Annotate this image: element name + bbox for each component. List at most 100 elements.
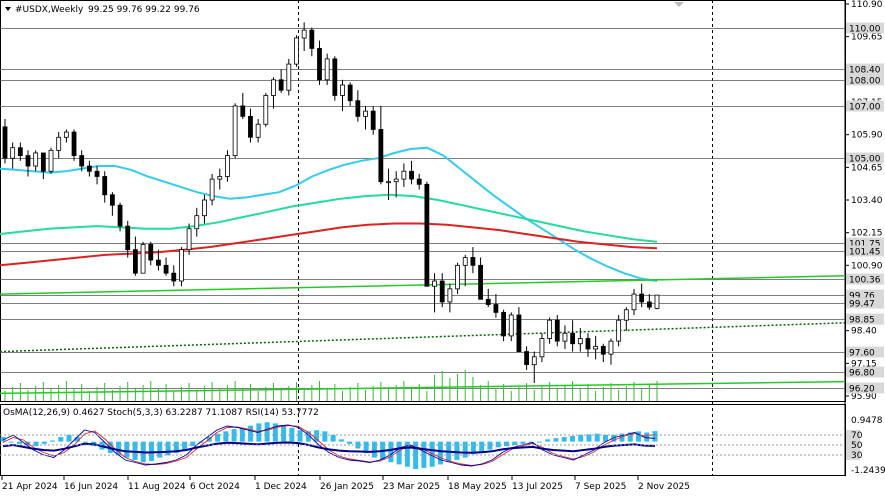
candle-body xyxy=(378,129,384,183)
chart-shift-marker-icon[interactable] xyxy=(674,2,684,7)
osma-bar xyxy=(479,441,485,452)
candle-body xyxy=(132,249,138,274)
price-level-label: 96.80 xyxy=(849,369,875,379)
price-level-label: 97.60 xyxy=(849,349,875,359)
candle-body xyxy=(86,165,92,172)
osma-bar xyxy=(182,441,188,451)
dropdown-triangle-icon[interactable] xyxy=(5,7,11,11)
candle-body xyxy=(447,288,453,303)
osma-bar xyxy=(363,441,369,454)
osma-bar xyxy=(132,441,138,460)
osma-bar xyxy=(124,441,130,458)
osma-bar xyxy=(17,441,23,444)
candle-body xyxy=(186,228,192,251)
osma-bar xyxy=(536,441,542,443)
series-line xyxy=(0,380,846,395)
osma-bar xyxy=(627,432,633,442)
candle-body xyxy=(340,84,345,96)
osma-bar xyxy=(578,434,584,442)
candle-body xyxy=(232,105,238,156)
candle-body xyxy=(255,123,261,138)
osma-bar xyxy=(338,439,344,442)
osma-bar xyxy=(66,434,72,442)
price-tick-label: 110.90 xyxy=(851,0,883,10)
osma-bar xyxy=(272,423,278,442)
candle-body xyxy=(470,257,476,266)
price-level-tag xyxy=(846,382,884,394)
price-tick-label: 98.40 xyxy=(851,327,877,337)
osma-bar xyxy=(297,430,303,442)
candle-body xyxy=(600,345,606,355)
candle-body xyxy=(109,194,115,206)
osma-bar xyxy=(635,431,641,442)
price-level-label: 108.40 xyxy=(849,66,881,76)
price-tick-label: 105.90 xyxy=(851,131,883,141)
osma-bar xyxy=(371,441,377,458)
price-tick-label: 97.15 xyxy=(851,359,877,369)
candle-body xyxy=(347,84,353,102)
osma-bar xyxy=(215,433,221,442)
time-axis: 21 Apr 2024 16 Jun 2024 11 Aug 2024 6 Oct 2… xyxy=(1,476,690,492)
osma-bar xyxy=(231,429,237,442)
moving-averages xyxy=(0,146,846,395)
osma-bar xyxy=(429,441,435,467)
candle-body xyxy=(148,244,154,261)
series-line xyxy=(0,275,846,295)
osma-bar xyxy=(396,441,402,465)
candle-body xyxy=(63,131,69,138)
series-line xyxy=(0,146,658,282)
candle-body xyxy=(309,29,315,49)
candle-body xyxy=(516,314,522,352)
osma-histogram xyxy=(0,422,845,469)
price-level-label: 96.20 xyxy=(849,385,875,395)
time-label: 11 Aug 2024 xyxy=(128,482,186,492)
candle-body xyxy=(646,301,652,308)
price-level-label: 100.36 xyxy=(849,276,881,286)
candle-body xyxy=(439,280,445,303)
osma-bar xyxy=(503,441,509,447)
candle-body xyxy=(2,126,8,159)
osma-bar xyxy=(248,425,254,442)
osma-bar xyxy=(495,441,501,448)
candle-body xyxy=(547,319,553,339)
candle-body xyxy=(117,204,123,227)
time-label: 18 May 2025 xyxy=(448,482,507,492)
price-level-label: 99.76 xyxy=(849,292,875,302)
candle-body xyxy=(94,170,100,177)
price-level-tag xyxy=(846,273,884,285)
osma-bar xyxy=(413,441,419,469)
candlesticks xyxy=(2,22,660,383)
candle-body xyxy=(71,131,77,156)
candle-body xyxy=(163,264,169,274)
candle-body xyxy=(48,149,54,172)
candle-body xyxy=(363,110,368,117)
osma-bar xyxy=(41,441,47,444)
time-label: 2 Nov 2025 xyxy=(638,482,690,492)
candle-body xyxy=(386,181,391,184)
price-tick-label: 102.15 xyxy=(851,229,883,239)
volume-bars xyxy=(4,370,658,401)
candle-body xyxy=(102,176,108,196)
candle-body xyxy=(485,298,491,305)
price-tick-label: 104.65 xyxy=(851,163,883,173)
osma-level-tag xyxy=(846,430,860,440)
osma-bar xyxy=(421,441,427,468)
candle-body xyxy=(654,294,660,309)
price-level-tag xyxy=(846,237,884,249)
osma-bar xyxy=(528,441,534,443)
candle-body xyxy=(209,178,215,201)
price-level-label: 101.75 xyxy=(849,240,881,250)
candle-body xyxy=(263,95,269,125)
osma-bar xyxy=(487,441,493,450)
osma-bar xyxy=(586,434,592,442)
osma-bar xyxy=(157,441,163,458)
osma-bar xyxy=(190,441,196,447)
osma-bar xyxy=(561,437,567,442)
osma-level-tag xyxy=(846,440,860,450)
candle-body xyxy=(332,58,338,96)
candle-body xyxy=(25,155,31,167)
candle-body xyxy=(455,264,460,290)
osma-tick-label: 30 xyxy=(851,451,863,461)
candle-body xyxy=(294,37,299,65)
